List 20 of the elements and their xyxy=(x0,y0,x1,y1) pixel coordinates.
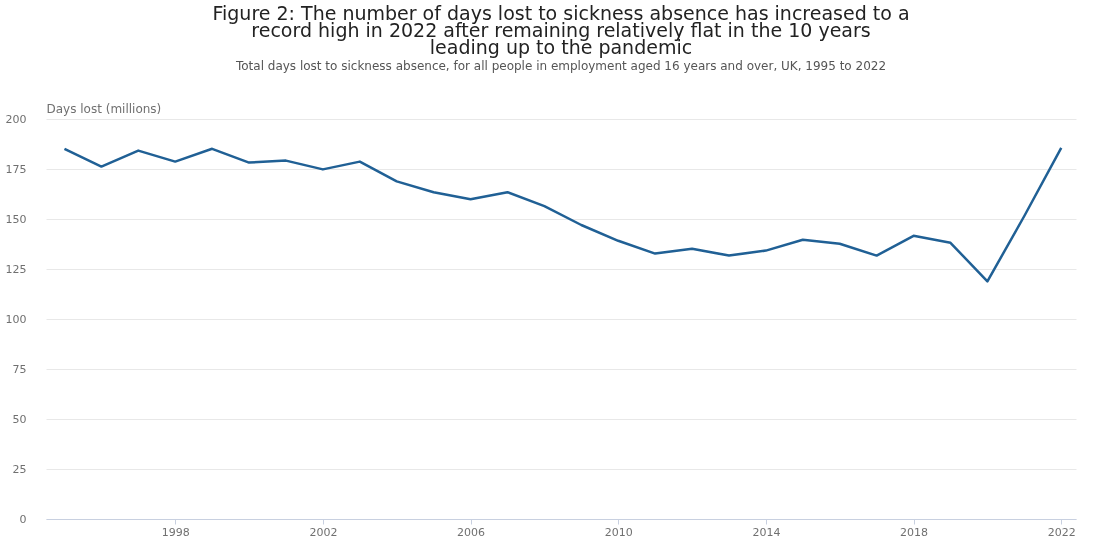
y-tick-label: 150 xyxy=(5,212,27,226)
x-tick-label: 2022 xyxy=(1047,525,1076,539)
y-tick-label: 100 xyxy=(5,312,27,326)
y-tick-label: 25 xyxy=(12,462,27,476)
line-series xyxy=(63,146,1063,283)
chart-subtitle: Total days lost to sickness absence, for all people in employment aged 16 years and over, UK, 1995 to 2022 xyxy=(234,59,887,73)
x-tick-label: 1998 xyxy=(161,525,190,539)
x-tick-label: 2006 xyxy=(457,525,486,539)
x-tick-label: 2018 xyxy=(900,525,929,539)
y-tick-label: 75 xyxy=(12,362,27,376)
y-tick-label: 0 xyxy=(19,512,27,526)
y-tick-label: 200 xyxy=(5,112,27,126)
x-tick-label: 2010 xyxy=(604,525,633,539)
y-tick-label: 175 xyxy=(5,162,27,176)
y-axis-title: Days lost (millions) xyxy=(46,101,162,116)
x-tick-label: 2014 xyxy=(752,525,781,539)
y-tick-label: 125 xyxy=(5,262,27,276)
x-tick-label: 2002 xyxy=(309,525,338,539)
chart-title: Figure 2: The number of days lost to sickness absence has increased to a record high in 2022 after remaining relatively flat in the 10 years leading up to the pandemic xyxy=(212,2,910,58)
y-tick-label: 50 xyxy=(12,412,27,426)
